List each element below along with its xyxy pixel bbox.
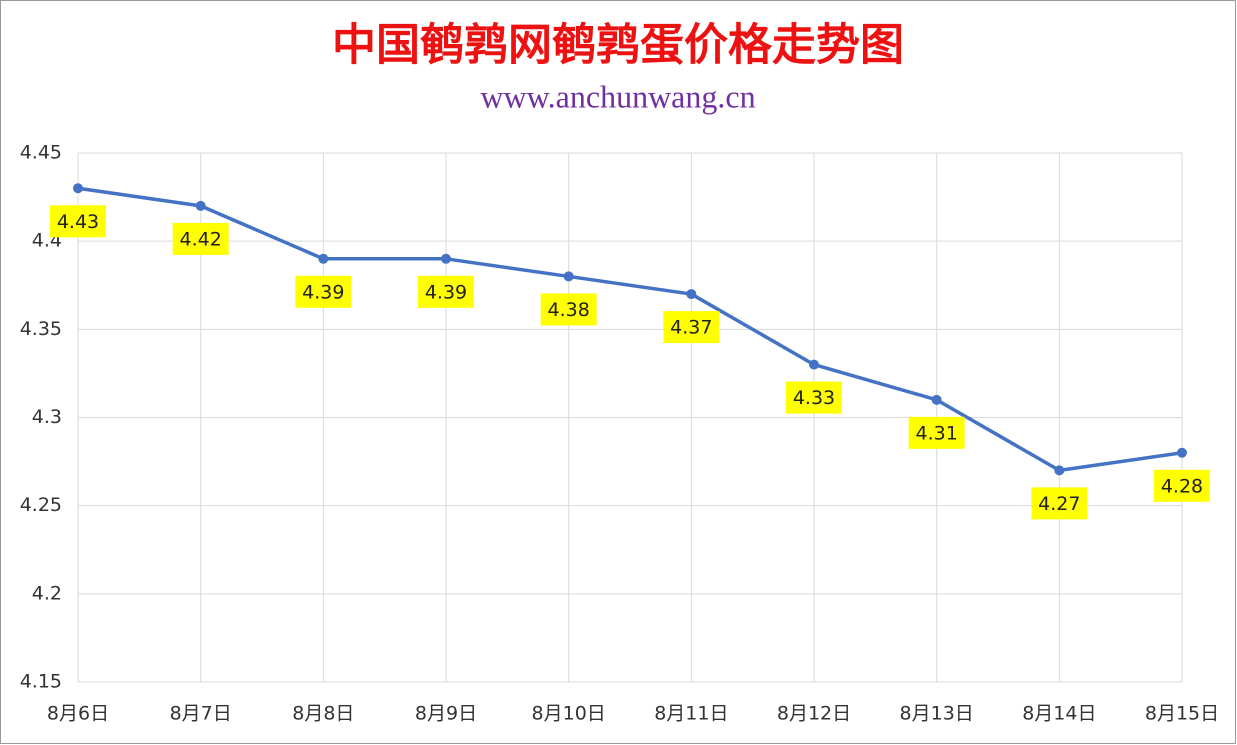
point <box>686 289 697 300</box>
y-tick-label: 4.25 <box>20 494 62 516</box>
x-tick-label: 8月15日 <box>1145 703 1219 725</box>
point <box>1177 447 1187 458</box>
data-label-box <box>1154 469 1210 502</box>
x-tick-label: 8月11日 <box>654 703 728 725</box>
y-tick-label: 4.35 <box>20 318 62 340</box>
data-label-box <box>1031 487 1088 520</box>
y-tick-label: 4.3 <box>32 406 62 428</box>
data-label-box <box>172 222 229 255</box>
point <box>1054 465 1065 476</box>
y-tick-label: 4.15 <box>20 671 62 693</box>
point <box>73 183 83 194</box>
point <box>563 271 574 282</box>
point <box>195 200 206 211</box>
data-label: 4.33 <box>793 387 835 409</box>
x-tick-label: 8月6日 <box>47 703 109 725</box>
data-label: 4.27 <box>1038 493 1080 515</box>
data-label-box <box>540 293 597 326</box>
x-tick-label: 8月9日 <box>415 703 477 725</box>
data-label: 4.39 <box>425 281 467 303</box>
data-label: 4.43 <box>57 211 99 233</box>
data-label: 4.37 <box>670 317 712 339</box>
data-label-box <box>50 205 106 238</box>
x-tick-label: 8月7日 <box>170 703 232 725</box>
x-tick-label: 8月10日 <box>532 703 606 725</box>
point <box>809 359 819 370</box>
data-label-box <box>908 416 965 449</box>
data-label-box <box>418 275 474 308</box>
data-label: 4.38 <box>548 299 590 321</box>
point <box>441 253 451 264</box>
chart-subtitle: www.anchunwang.cn <box>480 78 755 114</box>
data-label-box <box>295 275 352 308</box>
point <box>931 394 942 405</box>
data-label: 4.39 <box>302 281 344 303</box>
data-label: 4.31 <box>916 422 958 444</box>
point <box>318 253 329 264</box>
x-tick-label: 8月8日 <box>292 703 354 725</box>
line-series <box>77 186 1183 473</box>
x-tick-label: 8月14日 <box>1022 703 1096 725</box>
data-label-box <box>786 381 842 414</box>
data-label-box <box>663 311 720 344</box>
data-label: 4.28 <box>1161 475 1203 497</box>
x-tick-label: 8月12日 <box>777 703 851 725</box>
y-tick-label: 4.2 <box>32 582 62 604</box>
x-tick-label: 8月13日 <box>900 703 974 725</box>
chart-title: 中国鹌鹑网鹌鹑蛋价格走势图 <box>332 20 904 71</box>
data-label: 4.42 <box>180 228 222 250</box>
y-tick-label: 4.45 <box>20 142 62 164</box>
